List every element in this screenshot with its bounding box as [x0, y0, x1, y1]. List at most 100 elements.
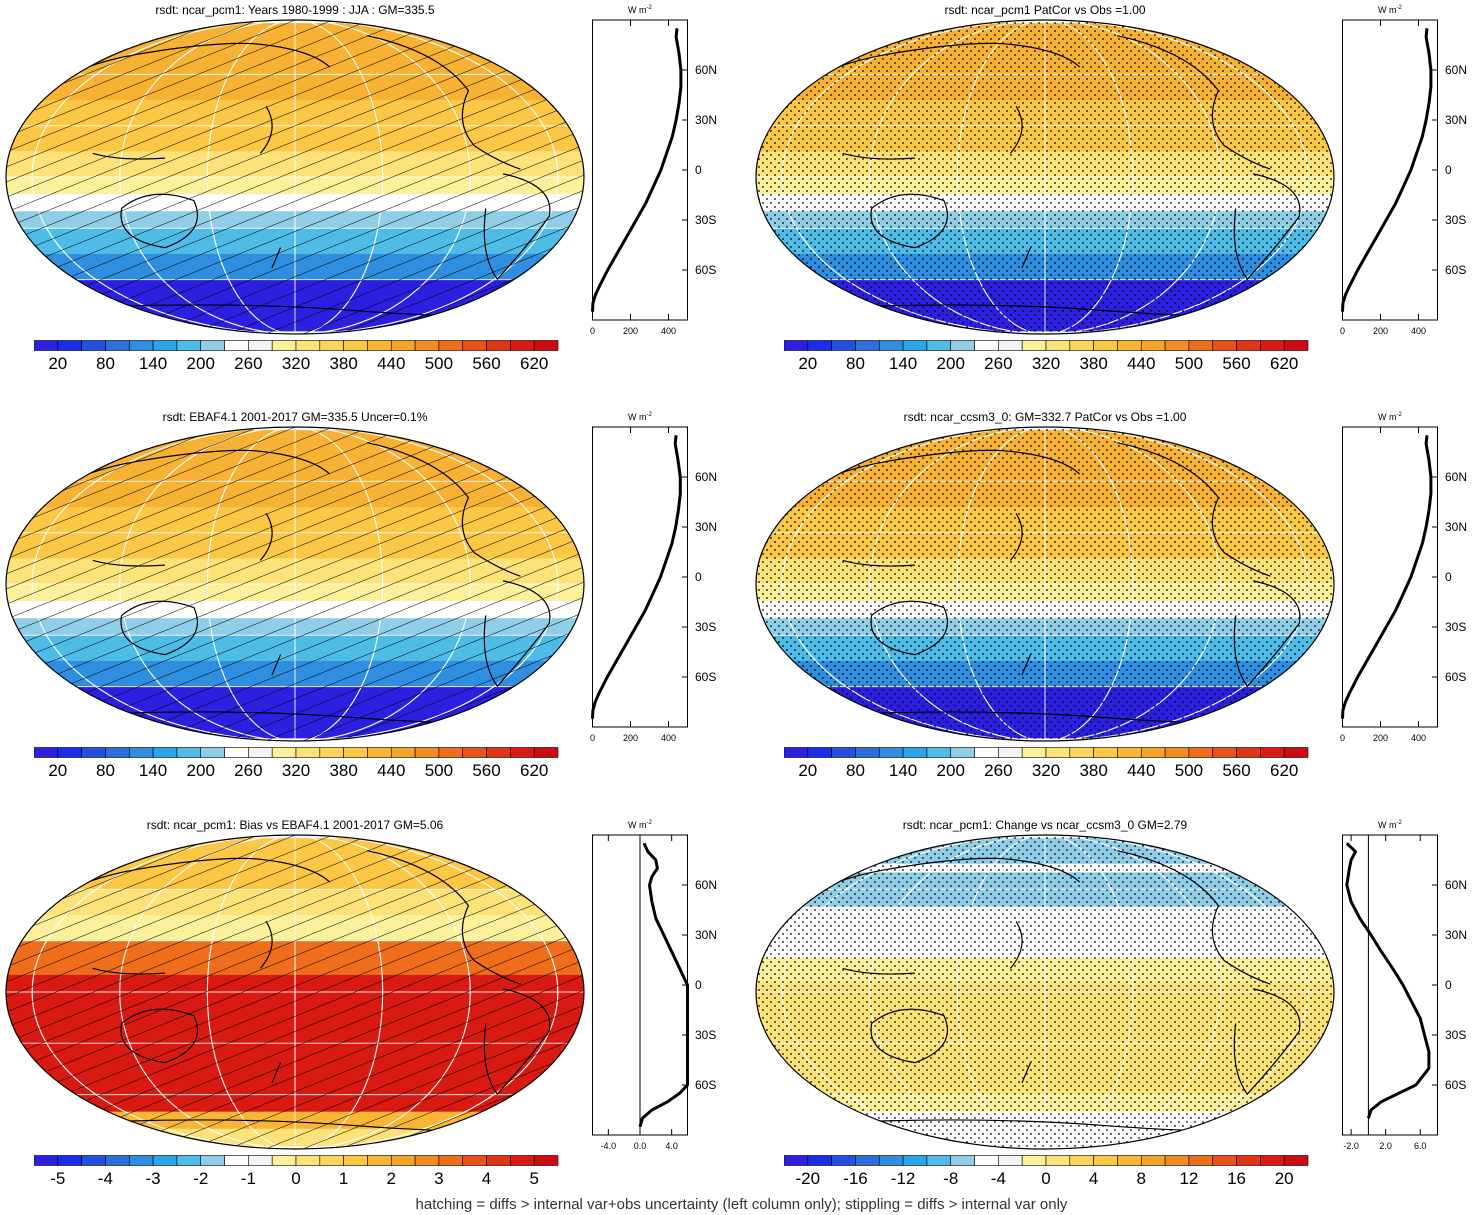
colorbar-tick-label: 560: [472, 354, 501, 373]
colorbar-tick-label: 320: [1031, 761, 1061, 780]
unit-label: W m-2: [1378, 412, 1402, 422]
colorbar-swatch: [438, 340, 464, 351]
colorbar-swatch: [878, 747, 904, 758]
colorbar-swatch: [902, 340, 928, 351]
colorbar-tick-label: 440: [377, 354, 406, 373]
colorbar-swatch: [224, 1155, 249, 1166]
map-title: rsdt: ncar_ccsm3_0: GM=332.7 PatCor vs O…: [903, 410, 1187, 424]
colorbar-tick-label: 200: [186, 761, 215, 780]
colorbar-swatch: [1236, 747, 1261, 758]
colorbar-swatch: [224, 340, 249, 351]
colorbar-swatch: [783, 1155, 809, 1166]
profile-x-tick-label: 4.0: [665, 1141, 678, 1151]
coastline-3: [367, 35, 521, 170]
colorbar-tick-label: 440: [1127, 761, 1156, 780]
latitude-tick-label: 0: [1445, 570, 1452, 584]
colorbar-tick-label: 5: [529, 1169, 539, 1188]
colorbar-swatch: [1283, 747, 1309, 758]
colorbar-tick-label: 200: [186, 354, 215, 373]
profile-x-tick-label: 0: [590, 733, 595, 743]
colorbar: -5 -4 -3 -2 -1 0 1 2 3 4 5: [33, 1154, 559, 1194]
profile-x-tick-label: 200: [1373, 326, 1388, 336]
profile-x-tick-label: 2.0: [1379, 1141, 1392, 1151]
colorbar-swatch: [343, 1155, 368, 1166]
colorbar-swatch: [486, 747, 511, 758]
map-border: [755, 426, 1335, 742]
colorbar-swatch: [1021, 340, 1047, 351]
profile-x-tick-label: 6.0: [1414, 1141, 1427, 1151]
colorbar-swatch: [200, 340, 225, 351]
world-map: [755, 834, 1335, 1150]
latitude-tick-label: 0: [1445, 978, 1452, 992]
colorbar-swatch: [128, 1155, 154, 1166]
latitude-tick-label: 30S: [695, 1028, 716, 1042]
colorbar-tick-label: 260: [234, 761, 263, 780]
colorbar-swatch: [1045, 1155, 1071, 1166]
colorbar-swatch: [1140, 747, 1166, 758]
colorbar-swatch: [855, 340, 880, 351]
colorbar-tick-label: 140: [138, 761, 168, 780]
profile-x-tick-label: 200: [623, 326, 638, 336]
colorbar-swatches: [33, 1155, 559, 1166]
colorbar-tick-label: 20: [798, 761, 818, 780]
colorbar-swatch: [1164, 1155, 1190, 1166]
colorbar-swatch: [367, 340, 392, 351]
coastline-7: [92, 152, 165, 160]
colorbar-swatch: [414, 340, 440, 351]
coastline-8: [1021, 654, 1032, 676]
hatching-overlay: [6, 427, 584, 741]
colorbar-swatch: [533, 1155, 559, 1166]
colorbar-swatch: [33, 747, 59, 758]
coastline-6: [1009, 513, 1023, 561]
colorbar-swatch: [510, 747, 535, 758]
colorbar-swatch: [57, 1155, 82, 1166]
colorbar-swatch: [1188, 340, 1214, 351]
colorbar-swatch: [1117, 747, 1142, 758]
zonal-mean-profile: -2.0 2.0 6.0 60N 30N 0 30S 60S: [1342, 834, 1467, 1151]
coastline-6: [259, 513, 273, 561]
profile-curve: [1341, 28, 1433, 312]
colorbar-tick-label: -5: [50, 1169, 66, 1188]
stippling-overlay: [756, 427, 1334, 741]
colorbar-swatch: [319, 340, 344, 351]
colorbar-swatch: [783, 747, 809, 758]
map-title: rsdt: ncar_pcm1: Years 1980-1999 : JJA :…: [155, 3, 435, 17]
colorbar-swatch: [1069, 747, 1094, 758]
colorbar-tick-label: 260: [984, 761, 1013, 780]
colorbar-swatch: [319, 1155, 344, 1166]
coastline-8: [271, 247, 282, 269]
colorbar-swatches: [783, 1155, 1309, 1166]
colorbar-tick-label: 620: [1269, 354, 1299, 373]
colorbar-swatch: [176, 1155, 202, 1166]
latitude-tick-label: 60N: [695, 470, 717, 484]
unit-label: W m-2: [1378, 820, 1402, 830]
zonal-mean-profile: 0 200 400 60N 30N 0 30S 60S: [590, 19, 717, 336]
colorbar-swatch: [950, 1155, 975, 1166]
colorbar-swatch: [831, 747, 856, 758]
unit-text: W m: [1378, 412, 1397, 422]
colorbar-swatch: [1045, 747, 1071, 758]
colorbar-tick-label: 620: [1269, 761, 1299, 780]
colorbar-tick-label: 500: [1174, 761, 1204, 780]
colorbar-swatch: [1260, 1155, 1285, 1166]
latitude-tick-label: 60N: [1445, 63, 1467, 77]
profile-curve: [638, 842, 689, 1128]
colorbar-swatch: [176, 747, 202, 758]
colorbar-swatch: [1236, 340, 1261, 351]
profile-x-tick-label: 400: [661, 326, 676, 336]
colorbar-tick-label: -4: [97, 1169, 114, 1188]
colorbar-swatch: [998, 340, 1023, 351]
colorbar-swatch: [831, 340, 856, 351]
colorbar-swatch: [855, 1155, 880, 1166]
latitude-tick-label: 30S: [695, 213, 716, 227]
coastline-6: [1009, 921, 1023, 969]
colorbar-tick-label: 380: [1079, 761, 1108, 780]
zonal-mean-profile: 0 200 400 60N 30N 0 30S 60S: [590, 426, 717, 743]
colorbar-swatch: [271, 1155, 297, 1166]
coastline-3: [1117, 35, 1271, 170]
colorbar-swatch: [974, 747, 999, 758]
latitude-tick-label: 30S: [1445, 213, 1466, 227]
colorbar-swatch: [152, 747, 178, 758]
profile-x-tick-label: 0: [590, 326, 595, 336]
latitude-tick-label: 30S: [1445, 1028, 1466, 1042]
